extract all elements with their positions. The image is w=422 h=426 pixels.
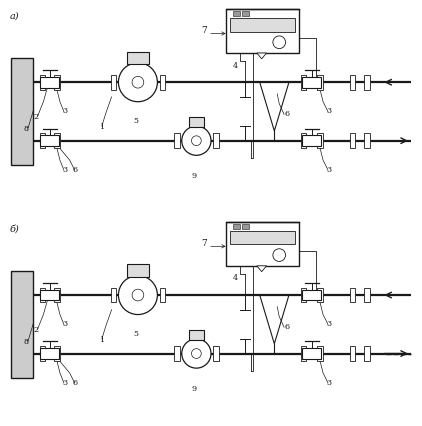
Text: 5: 5 bbox=[133, 330, 138, 338]
Circle shape bbox=[119, 276, 157, 314]
Text: 1: 1 bbox=[99, 123, 104, 131]
Bar bbox=[40, 290, 59, 300]
Bar bbox=[160, 288, 165, 302]
Text: 4: 4 bbox=[233, 274, 238, 282]
Bar bbox=[349, 346, 355, 361]
Bar bbox=[242, 224, 249, 229]
Bar bbox=[301, 288, 306, 302]
Text: 9: 9 bbox=[192, 385, 197, 392]
Text: а): а) bbox=[9, 12, 19, 21]
Text: 8: 8 bbox=[24, 125, 29, 133]
Text: 6: 6 bbox=[73, 379, 78, 387]
Bar bbox=[349, 288, 355, 302]
Circle shape bbox=[182, 339, 211, 368]
Text: 1: 1 bbox=[99, 336, 104, 344]
Text: 6: 6 bbox=[284, 110, 289, 118]
Bar bbox=[160, 75, 165, 89]
Bar bbox=[301, 346, 306, 361]
Bar bbox=[364, 288, 370, 302]
Bar bbox=[302, 348, 322, 359]
Circle shape bbox=[192, 348, 201, 358]
Bar bbox=[111, 75, 116, 89]
Circle shape bbox=[132, 76, 144, 88]
Bar bbox=[349, 133, 355, 148]
Polygon shape bbox=[257, 53, 267, 59]
Text: 3: 3 bbox=[326, 320, 331, 328]
Bar bbox=[40, 288, 45, 302]
Bar bbox=[54, 346, 60, 361]
Text: 3: 3 bbox=[326, 379, 331, 387]
Bar bbox=[54, 75, 60, 89]
Bar bbox=[127, 265, 149, 277]
Text: 2: 2 bbox=[34, 326, 39, 334]
Text: 8: 8 bbox=[24, 338, 29, 346]
Bar bbox=[40, 75, 45, 89]
Text: 4: 4 bbox=[233, 62, 238, 69]
Bar bbox=[111, 288, 116, 302]
Bar bbox=[242, 11, 249, 16]
Bar bbox=[301, 75, 306, 89]
Bar bbox=[364, 346, 370, 361]
Bar bbox=[54, 133, 60, 148]
Text: б): б) bbox=[9, 225, 19, 234]
Bar bbox=[213, 133, 219, 148]
Bar bbox=[174, 346, 180, 361]
Bar bbox=[11, 58, 32, 165]
Bar bbox=[40, 346, 45, 361]
Bar bbox=[233, 11, 240, 16]
Bar bbox=[127, 52, 149, 64]
Text: 7: 7 bbox=[201, 26, 207, 35]
Bar bbox=[230, 231, 295, 245]
Circle shape bbox=[273, 249, 286, 262]
Bar bbox=[301, 133, 306, 148]
Bar bbox=[189, 330, 204, 340]
Bar bbox=[226, 222, 299, 266]
Bar bbox=[40, 77, 59, 87]
Bar bbox=[317, 133, 323, 148]
Bar bbox=[174, 133, 180, 148]
Text: 5: 5 bbox=[133, 117, 138, 125]
Circle shape bbox=[273, 36, 286, 49]
Text: 3: 3 bbox=[326, 166, 331, 174]
Bar bbox=[230, 18, 295, 32]
Bar bbox=[40, 133, 45, 148]
Bar bbox=[11, 271, 32, 378]
Bar bbox=[213, 346, 219, 361]
Circle shape bbox=[119, 63, 157, 102]
Bar bbox=[233, 224, 240, 229]
Bar bbox=[40, 135, 59, 146]
Bar bbox=[302, 290, 322, 300]
Text: 3: 3 bbox=[63, 379, 68, 387]
Bar bbox=[54, 288, 60, 302]
Text: 2: 2 bbox=[34, 113, 39, 121]
Text: 6: 6 bbox=[284, 323, 289, 331]
Text: 3: 3 bbox=[63, 107, 68, 115]
Bar bbox=[317, 75, 323, 89]
Bar bbox=[349, 75, 355, 89]
Text: 6: 6 bbox=[73, 166, 78, 174]
Polygon shape bbox=[257, 266, 267, 272]
Bar bbox=[189, 117, 204, 127]
Bar bbox=[40, 348, 59, 359]
Text: 9: 9 bbox=[192, 172, 197, 180]
Circle shape bbox=[132, 289, 144, 301]
Bar bbox=[317, 288, 323, 302]
Text: 3: 3 bbox=[63, 320, 68, 328]
Bar bbox=[364, 75, 370, 89]
Circle shape bbox=[182, 126, 211, 155]
Bar bbox=[302, 135, 322, 146]
Text: 7: 7 bbox=[201, 239, 207, 248]
Bar bbox=[364, 133, 370, 148]
Bar bbox=[226, 9, 299, 53]
Circle shape bbox=[192, 136, 201, 146]
Bar bbox=[302, 77, 322, 87]
Text: 3: 3 bbox=[326, 107, 331, 115]
Text: 3: 3 bbox=[63, 166, 68, 174]
Bar bbox=[317, 346, 323, 361]
